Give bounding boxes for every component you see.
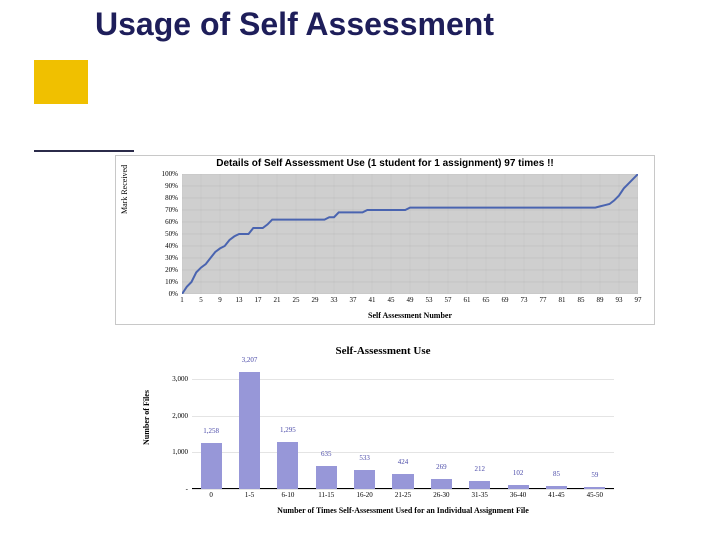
chart1-xtick: 61 <box>464 296 471 304</box>
chart1-ytick: 0% <box>169 290 178 298</box>
chart-bar-self-assessment-use: Self-Assessment Use Number of Files -1,0… <box>146 345 620 515</box>
chart2-xtick: 11-15 <box>318 491 334 499</box>
chart2-gridline <box>192 489 614 490</box>
chart1-plot-area <box>182 174 638 294</box>
chart2-xtick: 31-35 <box>472 491 488 499</box>
chart2-xtick: 0 <box>209 491 213 499</box>
chart2-bar-label: 424 <box>398 458 409 466</box>
chart2-bar-label: 1,295 <box>280 426 296 434</box>
chart1-xtick: 53 <box>426 296 433 304</box>
chart2-ytick: 2,000 <box>172 412 188 420</box>
chart2-xtick: 1-5 <box>245 491 254 499</box>
chart1-ytick: 10% <box>165 278 178 286</box>
chart1-xtick: 45 <box>388 296 395 304</box>
chart2-bar-label: 59 <box>591 471 598 479</box>
chart2-bar <box>392 474 413 490</box>
chart2-plot-area: 1,2583,2071,2956355334242692121028559 <box>192 361 614 489</box>
chart1-ytick: 40% <box>165 242 178 250</box>
chart2-bar <box>508 485 529 489</box>
chart2-ylabel: Number of Files <box>142 390 151 445</box>
chart2-xtick: 26-30 <box>433 491 449 499</box>
chart1-xtick: 1 <box>180 296 184 304</box>
chart1-xtick: 49 <box>407 296 414 304</box>
chart2-bar-label: 533 <box>359 454 370 462</box>
chart2-bar <box>354 470 375 489</box>
chart1-ytick: 70% <box>165 206 178 214</box>
chart2-xtick: 41-45 <box>548 491 564 499</box>
chart1-ytick: 20% <box>165 266 178 274</box>
chart2-ytick: 3,000 <box>172 375 188 383</box>
chart1-xtick: 69 <box>502 296 509 304</box>
chart2-yticks: -1,0002,0003,000 <box>162 361 190 489</box>
chart1-yticks: 0%10%20%30%40%50%60%70%80%90%100% <box>152 174 180 294</box>
chart1-xtick: 17 <box>254 296 261 304</box>
chart2-xtick: 36-40 <box>510 491 526 499</box>
slide-title: Usage of Self Assessment <box>95 6 494 43</box>
chart1-xtick: 21 <box>274 296 281 304</box>
chart2-bar <box>316 466 337 489</box>
chart1-xtick: 85 <box>578 296 585 304</box>
chart2-bar-label: 102 <box>513 469 524 477</box>
chart1-body: Mark Received 0%10%20%30%40%50%60%70%80%… <box>122 174 648 318</box>
chart1-xtick: 81 <box>559 296 566 304</box>
chart1-xtick: 65 <box>482 296 489 304</box>
chart1-ytick: 100% <box>162 170 178 178</box>
chart1-xtick: 77 <box>540 296 547 304</box>
chart1-xtick: 97 <box>635 296 642 304</box>
chart2-bar <box>584 487 605 489</box>
chart2-xlabel: Number of Times Self-Assessment Used for… <box>192 506 614 515</box>
chart2-bar <box>469 481 490 489</box>
chart1-xtick: 93 <box>616 296 623 304</box>
chart2-xtick: 45-50 <box>587 491 603 499</box>
chart1-ytick: 80% <box>165 194 178 202</box>
chart-line-self-assessment-detail: Details of Self Assessment Use (1 studen… <box>115 155 655 325</box>
chart2-bar-label: 212 <box>474 465 485 473</box>
chart2-ytick: - <box>186 485 188 493</box>
chart1-xtick: 33 <box>330 296 337 304</box>
chart2-bar <box>546 486 567 489</box>
chart1-xticks: 1 5 9 13 17 21 25 29 33 37 41 45 49 53 57 61 65 69 73 77 81 8… <box>182 296 638 306</box>
chart1-title: Details of Self Assessment Use (1 studen… <box>116 158 654 169</box>
chart2-title: Self-Assessment Use <box>146 345 620 357</box>
chart2-xtick: 21-25 <box>395 491 411 499</box>
chart2-ytick: 1,000 <box>172 448 188 456</box>
chart1-xlabel: Self Assessment Number <box>182 311 638 320</box>
chart2-xtick: 6-10 <box>281 491 294 499</box>
chart1-xtick: 29 <box>312 296 319 304</box>
chart1-xtick: 13 <box>236 296 243 304</box>
chart1-svg <box>182 174 638 294</box>
chart1-ytick: 30% <box>165 254 178 262</box>
chart1-xtick: 73 <box>521 296 528 304</box>
chart2-bar <box>431 479 452 489</box>
chart2-bar-label: 269 <box>436 463 447 471</box>
chart1-ytick: 50% <box>165 230 178 238</box>
chart2-bar <box>201 443 222 489</box>
chart1-xtick: 57 <box>445 296 452 304</box>
accent-underline <box>34 150 134 152</box>
chart1-xtick: 41 <box>369 296 376 304</box>
chart1-ytick: 90% <box>165 182 178 190</box>
chart2-xticks: 0 1-5 6-10 11-15 16-20 21-25 26-30 31-35 36-40 41… <box>192 491 614 501</box>
chart2-bar-label: 3,207 <box>242 356 258 364</box>
chart1-xtick: 25 <box>293 296 300 304</box>
chart1-xtick: 9 <box>218 296 222 304</box>
chart1-ylabel: Mark Received <box>120 165 129 214</box>
chart2-bar-label: 85 <box>553 470 560 478</box>
chart2-bar-label: 1,258 <box>203 427 219 435</box>
chart2-bar-label: 635 <box>321 450 332 458</box>
chart1-xtick: 5 <box>199 296 203 304</box>
chart1-xtick: 89 <box>597 296 604 304</box>
chart2-bar <box>239 372 260 489</box>
accent-block-top <box>34 60 88 104</box>
chart1-xtick: 37 <box>350 296 357 304</box>
chart2-xtick: 16-20 <box>356 491 372 499</box>
chart2-bar <box>277 442 298 489</box>
chart1-ytick: 60% <box>165 218 178 226</box>
